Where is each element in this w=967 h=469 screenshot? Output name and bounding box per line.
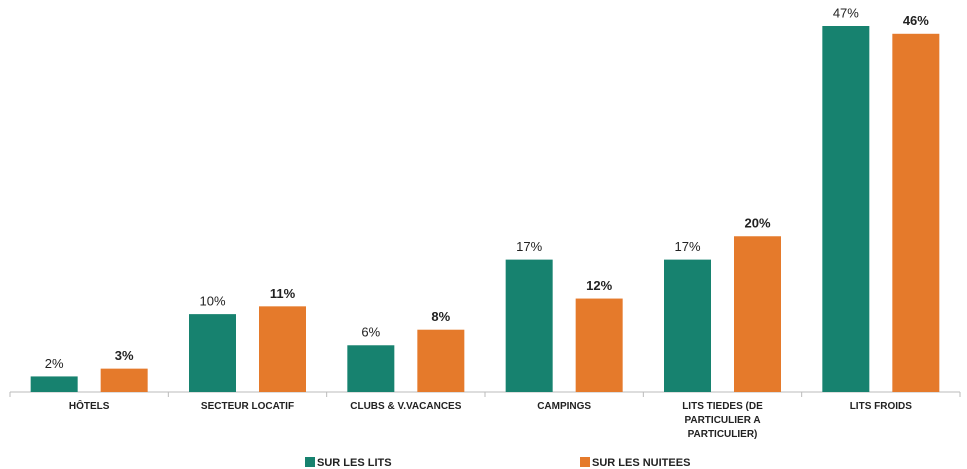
bar [734, 236, 781, 392]
bar [189, 314, 236, 392]
x-label-box: LITS TIEDES (DE PARTICULIER A PARTICULIE… [682, 401, 763, 440]
value-label: 47% [833, 5, 859, 20]
x-tick-label: LITS FROIDS [849, 401, 912, 412]
value-label: 46% [903, 13, 929, 28]
legend-swatch [305, 457, 315, 467]
value-label: 17% [674, 239, 700, 254]
value-label: 8% [431, 309, 450, 324]
x-label-box: LITS FROIDS [849, 401, 912, 412]
bar [259, 306, 306, 392]
bar [822, 26, 870, 392]
value-label: 3% [115, 348, 134, 363]
bar [347, 345, 395, 392]
legend-label: SUR LES LITS [317, 457, 392, 469]
value-label: 11% [270, 286, 296, 301]
bar [664, 259, 711, 392]
x-label-box: HÔTELS [68, 401, 110, 412]
bar [575, 298, 623, 392]
legend-swatch [580, 457, 590, 467]
x-tick-label: CAMPINGS [537, 401, 592, 412]
bar [30, 376, 78, 392]
legend-label: SUR LES NUITEES [592, 457, 690, 469]
x-label-box: SECTEUR LOCATIF [200, 401, 295, 412]
value-label: 10% [199, 294, 225, 309]
value-label: 17% [516, 239, 542, 254]
x-tick-label: HÔTELS [68, 401, 110, 412]
value-label: 6% [361, 325, 380, 340]
bar [417, 329, 465, 392]
value-label: 2% [45, 356, 64, 371]
bar [505, 259, 553, 392]
x-label-box: CLUBS & V.VACANCES [350, 401, 462, 412]
value-label: 20% [744, 216, 770, 231]
x-tick-label: CLUBS & V.VACANCES [350, 401, 462, 412]
bar [892, 33, 940, 393]
value-label: 12% [586, 278, 612, 293]
x-tick-label: SECTEUR LOCATIF [200, 401, 295, 412]
x-tick-label: LITS TIEDES (DE PARTICULIER A PARTICULIE… [682, 401, 763, 440]
x-label-box: CAMPINGS [537, 401, 592, 412]
bar [100, 368, 148, 392]
